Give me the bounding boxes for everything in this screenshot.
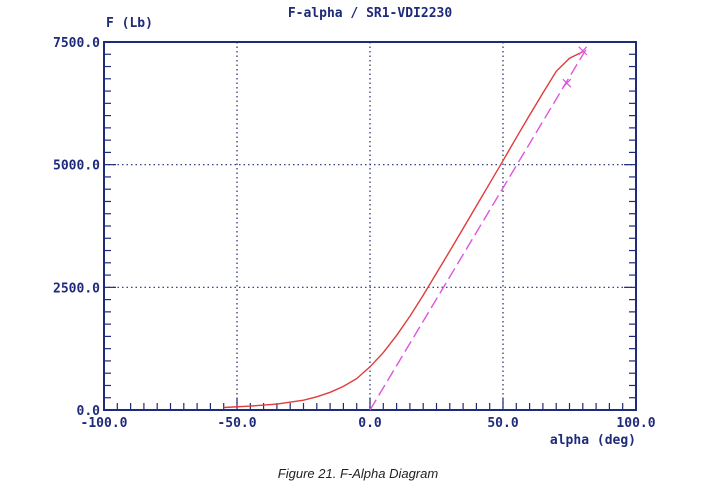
figure-caption: Figure 21. F-Alpha Diagram (277, 466, 439, 481)
y-tick-label: 0.0 (77, 404, 101, 419)
x-axis-label: alpha (deg) (550, 433, 636, 448)
x-tick-label: 50.0 (487, 416, 518, 431)
data-marker (578, 46, 588, 56)
y-tick-label: 7500.0 (53, 36, 100, 51)
data-marker (562, 78, 572, 88)
x-tick-label: -50.0 (217, 416, 256, 431)
chart-title: F-alpha / SR1-VDI2230 (288, 6, 453, 21)
y-tick-labels: 0.0 2500.0 5000.0 7500.0 (53, 36, 100, 419)
x-tick-label: 100.0 (616, 416, 655, 431)
series-line-solid (223, 51, 584, 409)
y-axis-label: F (Lb) (106, 16, 153, 31)
series-line-dashed (369, 45, 589, 411)
x-tick-label: 0.0 (358, 416, 382, 431)
f-alpha-chart: -100.0 -50.0 0.0 50.0 100.0 0.0 2500.0 5000.0 7… (53, 6, 656, 448)
y-tick-label: 2500.0 (53, 281, 100, 296)
data-marker-stroke (562, 78, 572, 88)
data-series (223, 45, 589, 411)
grid-lines (104, 42, 636, 410)
x-tick-labels: -100.0 -50.0 0.0 50.0 100.0 (81, 416, 656, 431)
data-marker-stroke (578, 46, 588, 56)
y-tick-label: 5000.0 (53, 159, 100, 174)
data-markers (562, 46, 588, 88)
x-tick-label: -100.0 (81, 416, 128, 431)
